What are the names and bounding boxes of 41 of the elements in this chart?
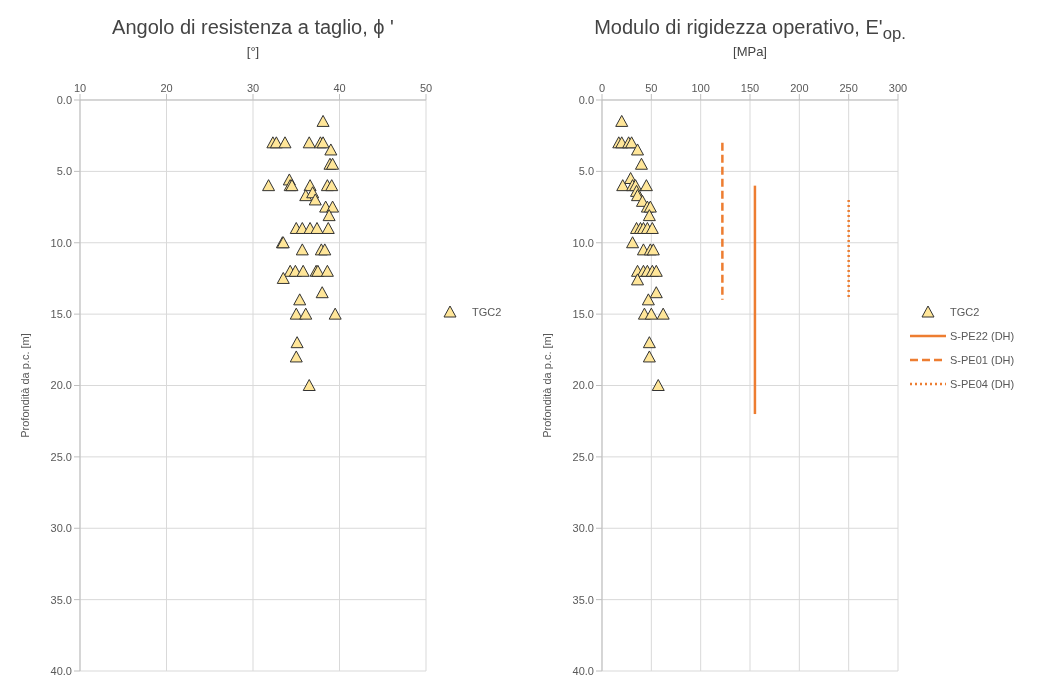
y-tick-label: 30.0 (572, 522, 594, 535)
legend-label: S-PE22 (DH) (950, 330, 1015, 342)
x-tick-label: 200 (790, 82, 809, 94)
y-tick-label: 10.0 (50, 236, 72, 249)
y-tick-label: 10.0 (572, 236, 594, 249)
y-tick-label: 35.0 (50, 593, 72, 606)
y-tick-label: 5.0 (56, 165, 72, 178)
y-tick-label: 25.0 (572, 450, 594, 463)
x-tick-label: 10 (73, 82, 87, 94)
y-tick-label: 20.0 (50, 379, 72, 392)
x-tick-label: 300 (888, 82, 908, 94)
x-tick-label: 40 (333, 82, 346, 94)
x-tick-label: 50 (645, 82, 658, 94)
chart-subtitle: [MPa] (733, 44, 767, 59)
y-tick-label: 0.0 (578, 93, 594, 106)
x-tick-label: 250 (839, 82, 858, 94)
x-tick-label: 100 (691, 82, 710, 94)
x-tick-label: 30 (246, 82, 260, 94)
y-tick-label: 5.0 (578, 165, 594, 178)
y-tick-label: 25.0 (50, 450, 72, 463)
y-tick-label: 0.0 (56, 93, 72, 106)
legend-label: TGC2 (950, 306, 980, 318)
y-tick-label: 30.0 (50, 522, 72, 535)
y-tick-label: 35.0 (572, 593, 594, 606)
chart-title: Modulo di rigidezza operativo, E'$_{op.}$ (594, 16, 906, 43)
x-tick-label: 50 (419, 82, 433, 94)
chart-title: Angolo di resistenza a taglio, ϕ ' (112, 16, 394, 38)
legend-label: S-PE04 (DH) (950, 378, 1015, 390)
x-tick-label: 150 (740, 82, 760, 94)
y-tick-label: 40.0 (50, 664, 72, 676)
y-tick-label: 20.0 (572, 379, 594, 392)
y-tick-label: 15.0 (572, 308, 594, 321)
y-tick-label: 15.0 (50, 308, 72, 321)
x-tick-label: 20 (160, 82, 173, 94)
legend-label: TGC2 (472, 306, 502, 318)
y-axis-title: Profondità da p.c. [m] (540, 333, 553, 438)
x-tick-label: 0 (598, 82, 606, 94)
legend-label: S-PE01 (DH) (950, 354, 1015, 366)
y-tick-label: 40.0 (572, 664, 594, 676)
chart-subtitle: [°] (246, 44, 260, 59)
y-axis-title: Profondità da p.c. [m] (18, 333, 31, 438)
